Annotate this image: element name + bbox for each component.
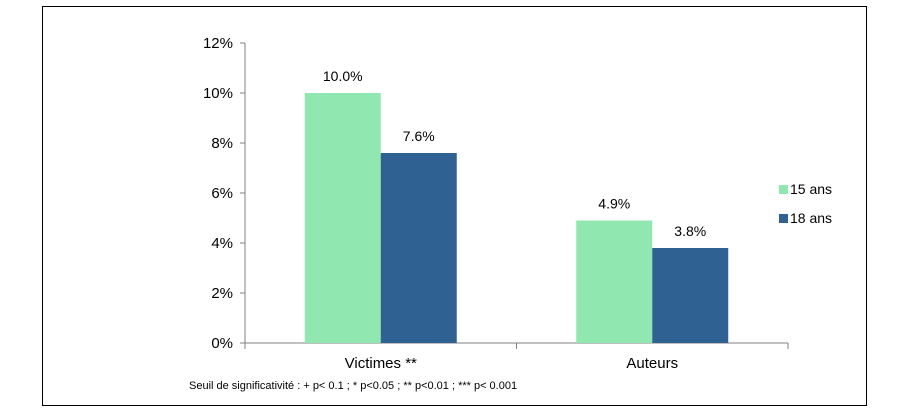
legend-swatch [779,185,788,194]
y-tick-label: 0% [211,335,233,352]
y-tick-label: 12% [203,35,233,52]
bar [304,93,381,343]
y-tick-label: 6% [211,185,233,202]
chart-frame: 0% 2% 4% 6% 8% 10% 12% 10.0% 7.6% Victimes ** 4.9… [42,6,867,406]
y-tick-label: 10% [203,85,233,102]
legend: 15 ans 18 ans [779,181,832,226]
labels: 10.0% 7.6% Victimes ** 4.9% 3.8% Auteurs [323,68,706,372]
bar [576,220,653,343]
data-label: 3.8% [674,223,706,239]
y-tick-label: 4% [211,235,233,252]
significance-note: Seuil de significativité : + p< 0.1 ; * … [189,380,517,392]
bar [652,248,729,343]
bar [380,153,457,343]
bars [304,93,729,343]
y-tick-label: 8% [211,135,233,152]
data-label: 7.6% [403,128,435,144]
legend-swatch [779,214,788,223]
y-tick-label: 2% [211,285,233,302]
x-category-label: Auteurs [626,355,678,372]
legend-label: 15 ans [790,181,832,197]
data-label: 4.9% [598,196,630,212]
data-label: 10.0% [323,68,363,84]
bar-chart: 0% 2% 4% 6% 8% 10% 12% 10.0% 7.6% Victimes ** 4.9… [189,35,832,392]
x-category-label: Victimes ** [345,355,417,372]
legend-label: 18 ans [790,210,832,226]
